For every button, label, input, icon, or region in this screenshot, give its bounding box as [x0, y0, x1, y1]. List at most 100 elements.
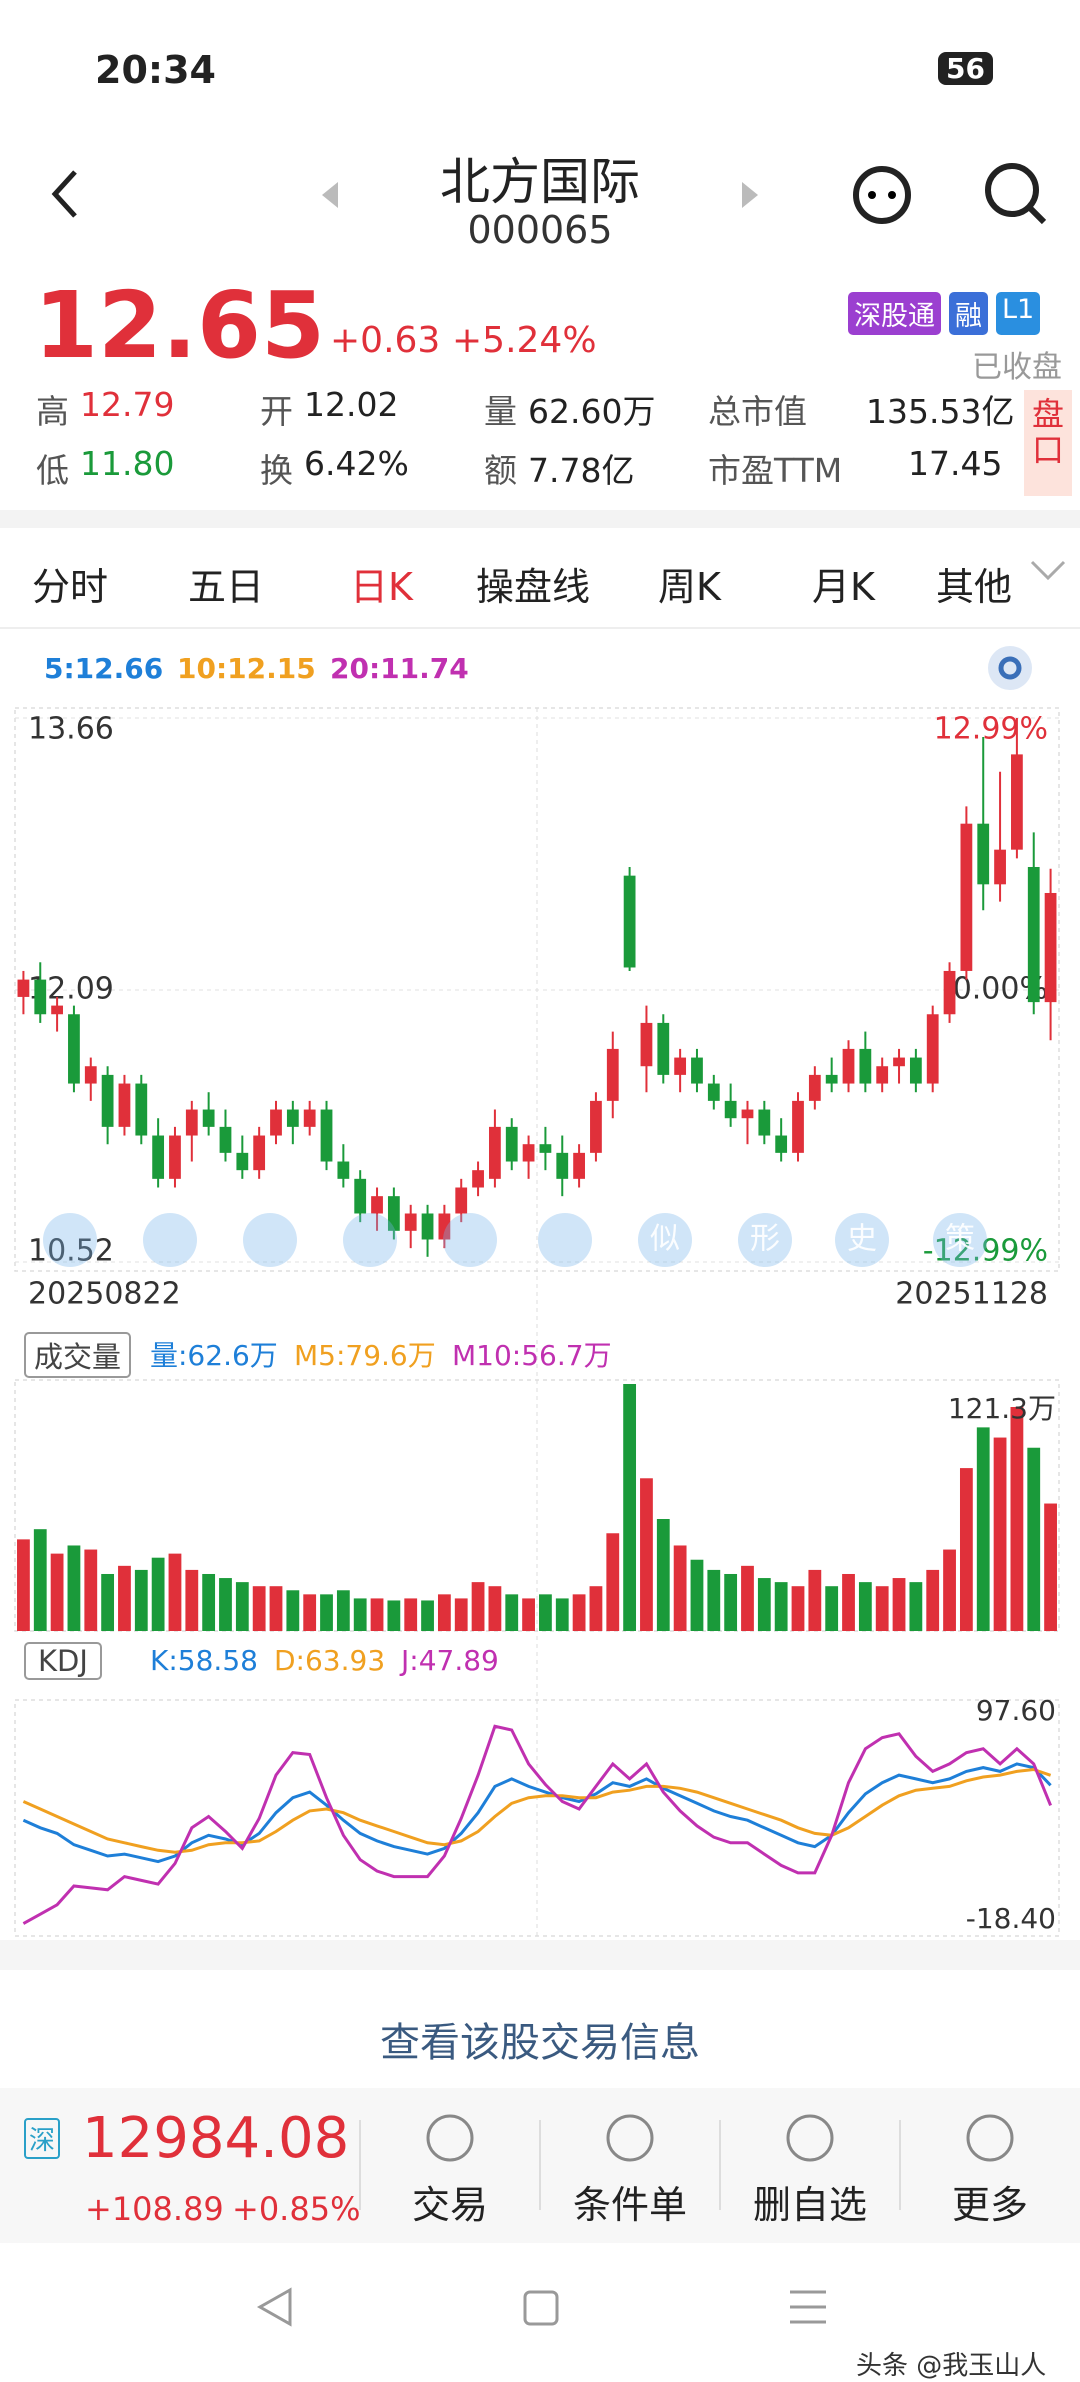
candle-body — [1011, 754, 1023, 850]
change: +0.63 — [330, 320, 441, 361]
volume-bar — [404, 1598, 418, 1631]
button-label[interactable]: 条件单 — [572, 2183, 687, 2227]
volume-bar — [724, 1573, 738, 1631]
index-change: +108.89 — [85, 2190, 224, 2228]
info-link[interactable]: 查看该股交易信息 — [380, 2020, 700, 2066]
candle-body — [960, 823, 973, 971]
volume-bar — [101, 1573, 115, 1631]
volume-bar — [33, 1529, 47, 1631]
kdj-title: KDJ — [24, 1642, 102, 1680]
index-value[interactable]: 12984.08 — [82, 2106, 350, 2171]
volume-bar — [690, 1559, 704, 1631]
tab[interactable]: 月K — [812, 565, 875, 609]
volume-bar — [959, 1468, 973, 1631]
volume-bar — [673, 1545, 687, 1631]
candle-body — [590, 1100, 602, 1153]
candle-body — [404, 1213, 417, 1231]
overlay-button — [538, 1213, 592, 1267]
candle-body — [943, 970, 956, 1015]
candle-body — [909, 1057, 922, 1084]
volume-legend: 量:62.6万 — [150, 1339, 278, 1372]
y-tick-label: 121.3万 — [948, 1392, 1056, 1425]
button-icon — [966, 2114, 1014, 2162]
time: 20:34 — [95, 48, 216, 92]
volume-bar — [421, 1600, 434, 1631]
tab[interactable]: 周K — [658, 565, 721, 609]
volume-bar — [555, 1598, 569, 1631]
tag: L1 — [996, 292, 1041, 335]
volume-bar — [353, 1598, 367, 1631]
stat-label: 高 — [36, 392, 69, 431]
button-label[interactable]: 交易 — [411, 2183, 488, 2227]
kdj-line — [22, 1762, 1052, 1864]
candle-body — [539, 1144, 552, 1153]
candle-body — [657, 1022, 670, 1075]
candle-body — [674, 1057, 687, 1075]
tab[interactable]: 其他 — [936, 565, 1013, 609]
candle-body — [691, 1057, 703, 1084]
candle-body — [556, 1152, 569, 1179]
candle-body — [977, 823, 990, 885]
side-tag[interactable]: 盘口 — [1024, 390, 1072, 496]
y-tick-label: 13.66 — [28, 712, 114, 747]
button-label[interactable]: 删自选 — [752, 2183, 867, 2227]
candle-body — [337, 1161, 350, 1179]
candle-body — [623, 875, 636, 968]
volume-bar — [976, 1427, 990, 1631]
volume-bar — [640, 1478, 653, 1631]
volume-bar — [488, 1586, 502, 1631]
index-change-pct: +0.85% — [232, 2190, 361, 2228]
candle-body — [270, 1109, 282, 1136]
volume-bar — [1027, 1447, 1041, 1631]
volume-bar — [505, 1594, 519, 1631]
overlay-button — [443, 1213, 497, 1267]
overlay-label: 策 — [945, 1222, 975, 1257]
index-icon: 深 — [24, 2118, 61, 2159]
candle-body — [792, 1100, 804, 1153]
volume-bar — [825, 1586, 839, 1631]
volume-bar — [757, 1578, 771, 1631]
candle-body — [169, 1135, 181, 1179]
volume-bar — [656, 1519, 670, 1631]
volume-bar — [707, 1569, 721, 1631]
overlay-button — [638, 1213, 692, 1267]
overlay-label: 形 — [750, 1222, 780, 1257]
volume-bar — [219, 1578, 232, 1631]
overlay-button — [143, 1213, 197, 1267]
volume-bar — [320, 1594, 333, 1631]
volume-bar — [454, 1598, 468, 1631]
stat-value: 17.45 — [908, 444, 1003, 483]
candle-body — [707, 1083, 720, 1101]
candle-body — [438, 1213, 451, 1240]
button-label[interactable]: 更多 — [951, 2183, 1028, 2227]
volume-bar — [437, 1594, 451, 1631]
date-label: 20250822 — [28, 1277, 181, 1312]
volume-bar — [168, 1553, 182, 1631]
candle-body — [724, 1100, 737, 1119]
candle-body — [303, 1109, 316, 1127]
overlay-button — [343, 1213, 397, 1267]
overlay-button — [738, 1213, 792, 1267]
candle-body — [17, 979, 30, 997]
tab[interactable]: 操盘线 — [476, 565, 591, 609]
candle-body — [219, 1126, 232, 1153]
overlay-button — [43, 1213, 97, 1267]
tag: 融 — [949, 292, 988, 335]
candle-body — [455, 1187, 468, 1214]
tab[interactable]: 日K — [350, 565, 413, 609]
candle-body — [101, 1074, 114, 1127]
overlay-button — [243, 1213, 297, 1267]
stock-code: 000065 — [467, 208, 613, 252]
kdj-line — [22, 1767, 1052, 1854]
date-label: 20251128 — [895, 1277, 1048, 1312]
candle-body — [775, 1135, 788, 1153]
candle-body — [808, 1074, 821, 1101]
volume-title: 成交量 — [24, 1332, 132, 1378]
stat-value: 62.60万 — [528, 392, 656, 431]
tab[interactable]: 五日 — [188, 565, 265, 609]
candle-body — [118, 1083, 131, 1127]
volume-bar — [84, 1549, 98, 1631]
tab[interactable]: 分时 — [32, 565, 109, 609]
volume-bar — [606, 1533, 620, 1631]
